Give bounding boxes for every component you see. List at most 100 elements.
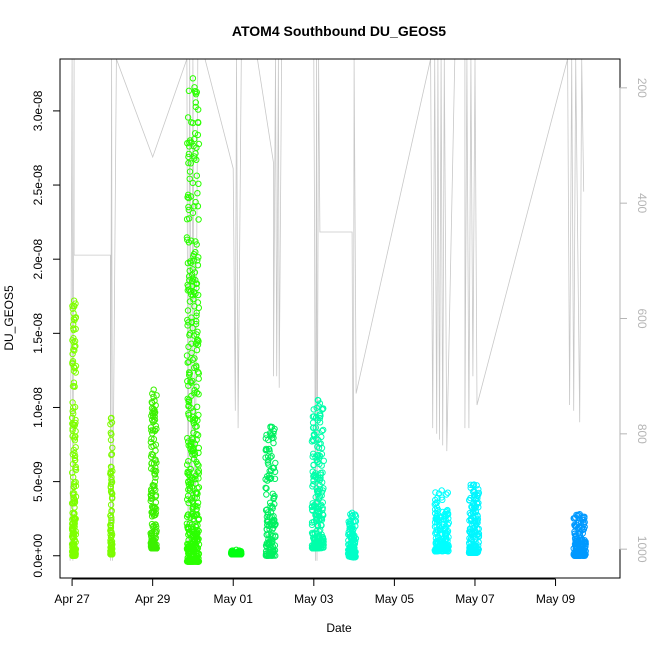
data-point (318, 537, 325, 544)
data-point (107, 470, 114, 477)
data-point (313, 485, 320, 492)
data-point (317, 540, 324, 547)
data-point (186, 369, 193, 376)
data-point (432, 500, 439, 507)
data-point (195, 411, 202, 419)
data-point (313, 515, 320, 522)
data-point (150, 522, 157, 530)
data-point (195, 484, 203, 491)
x-tick-label: May 07 (455, 592, 495, 606)
data-point (433, 499, 441, 506)
data-point (319, 506, 326, 513)
data-point (433, 538, 440, 545)
data-point (193, 339, 201, 346)
data-point (185, 343, 192, 350)
y-tick-label: 3.0e-08 (31, 90, 45, 131)
data-point (187, 259, 195, 266)
data-point (271, 475, 279, 482)
data-point (262, 484, 269, 491)
data-point (191, 155, 198, 162)
data-point (472, 549, 480, 556)
data-point (71, 552, 78, 559)
data-point (316, 400, 324, 407)
flight-series-5 (262, 423, 279, 559)
data-point (313, 435, 320, 442)
data-point (185, 203, 192, 211)
data-point (352, 553, 359, 560)
data-point (149, 451, 157, 458)
data-point (108, 495, 116, 502)
data-point (314, 396, 321, 404)
data-point (195, 254, 202, 261)
data-point (267, 431, 275, 438)
data-point (70, 410, 77, 417)
data-point (194, 190, 201, 197)
data-point (308, 438, 316, 445)
data-point (310, 541, 317, 548)
data-point (148, 399, 156, 406)
data-point (434, 508, 441, 515)
data-point (466, 497, 473, 504)
x-axis: Apr 27 Apr 29 May 01 May 03 May 05 May 07 May … (54, 578, 576, 606)
data-point (185, 458, 192, 465)
data-point (107, 429, 115, 436)
data-point (475, 491, 482, 498)
data-point (71, 343, 78, 350)
data-point (185, 558, 192, 565)
data-point (572, 532, 579, 539)
data-point (189, 75, 197, 82)
data-point (72, 419, 79, 427)
data-point (185, 403, 192, 410)
data-point (270, 494, 278, 501)
data-point (69, 350, 76, 358)
data-point (189, 119, 197, 127)
data-point (148, 509, 155, 516)
data-point (71, 450, 78, 457)
axes: Apr 27 Apr 29 May 01 May 03 May 05 May 07 May … (31, 58, 649, 606)
data-point (319, 479, 326, 486)
flight-series-4 (228, 546, 245, 558)
data-point (184, 114, 192, 121)
data-point (469, 530, 476, 537)
data-point (316, 419, 324, 426)
data-point (348, 538, 356, 545)
data-point (71, 523, 78, 531)
data-point (152, 456, 159, 463)
data-point (318, 462, 325, 469)
data-point (193, 383, 200, 390)
flight-series-8 (431, 487, 452, 555)
data-point (311, 471, 318, 479)
data-point (107, 436, 115, 444)
data-point (69, 530, 76, 538)
data-point (70, 325, 77, 332)
data-point (263, 550, 270, 557)
data-point (469, 509, 476, 516)
data-point (580, 539, 587, 547)
data-point (108, 419, 116, 426)
flight-series-2 (147, 386, 160, 552)
data-point (107, 421, 114, 428)
data-point (150, 436, 158, 443)
data-point (194, 461, 201, 468)
data-point (72, 362, 80, 370)
data-point (147, 539, 155, 546)
altitude-line (69, 58, 585, 561)
data-point (185, 525, 193, 533)
right-axis: 200 400 600 800 1000 (619, 78, 649, 563)
data-point (151, 470, 158, 478)
data-point (186, 137, 194, 144)
data-point (185, 206, 193, 214)
right-tick-label: 400 (635, 193, 649, 213)
data-point (438, 487, 445, 494)
data-point (193, 241, 200, 248)
data-point (310, 424, 317, 431)
data-point (475, 504, 482, 511)
data-point (475, 532, 483, 540)
data-point (433, 546, 440, 554)
data-point (192, 99, 200, 106)
data-point (184, 378, 191, 385)
data-point (195, 180, 202, 188)
data-point (474, 494, 481, 502)
data-point (107, 544, 115, 551)
